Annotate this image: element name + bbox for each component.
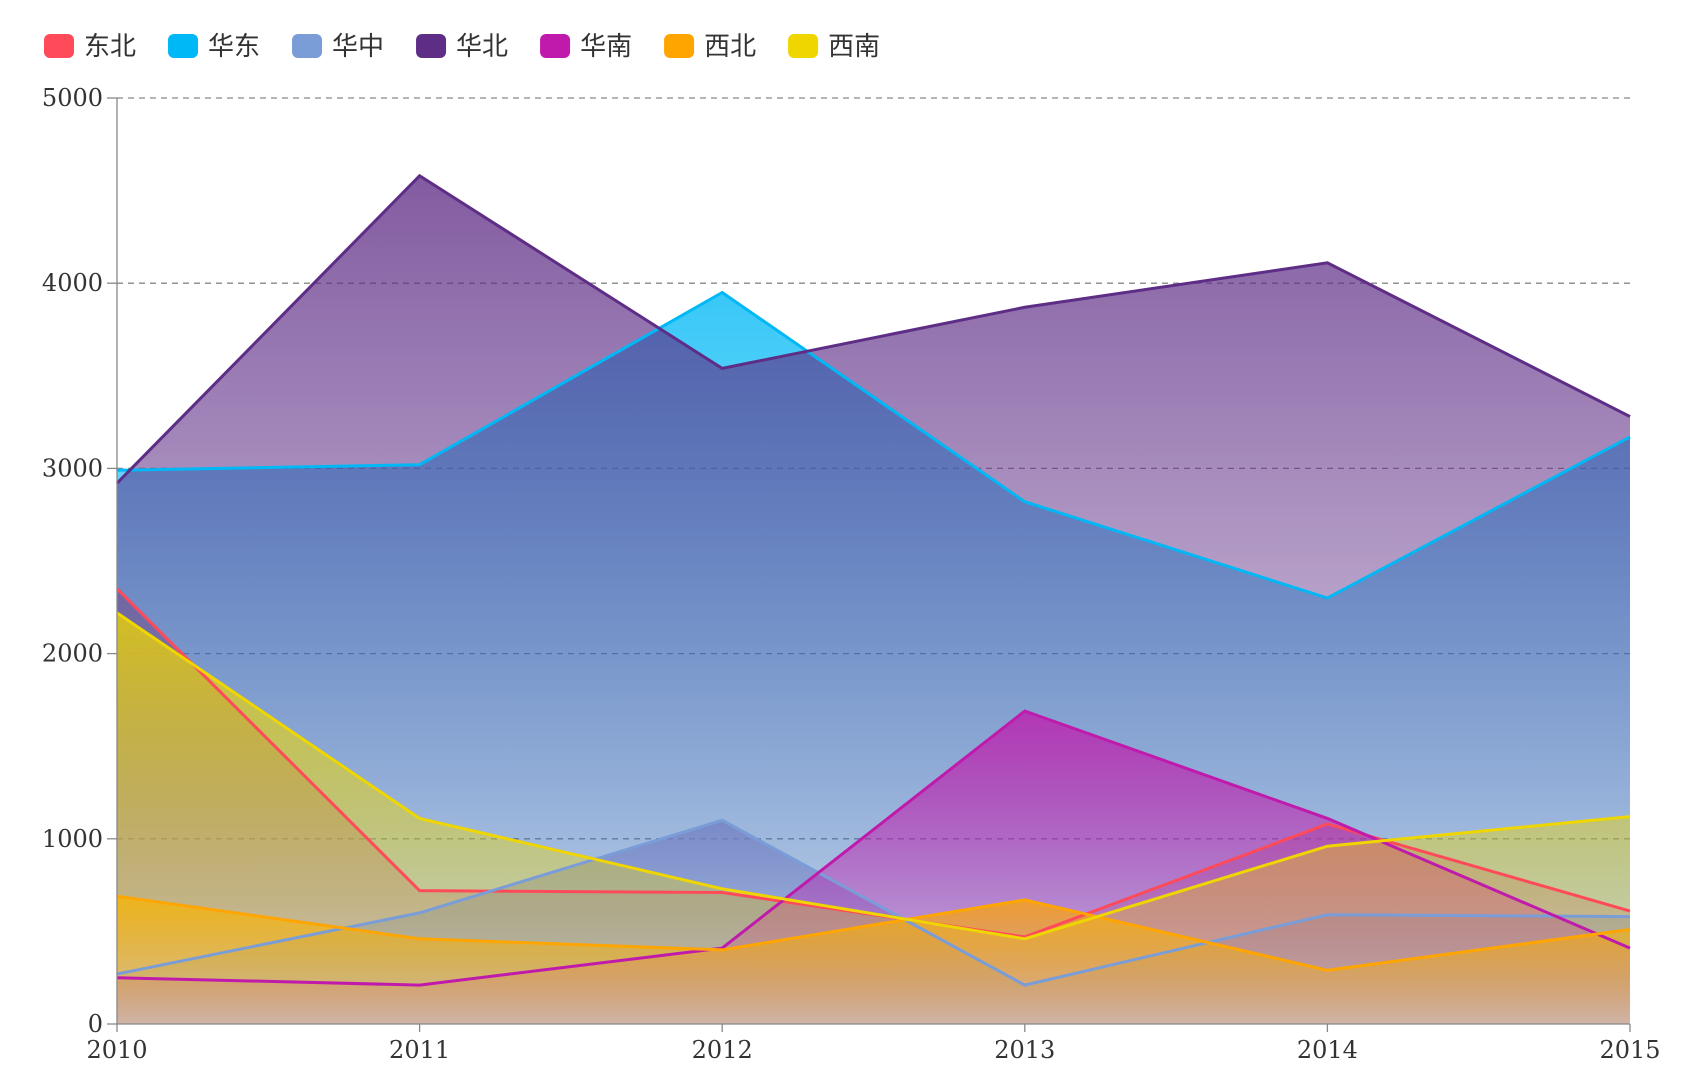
y-tick-label: 1000 [42, 825, 103, 853]
series-lines [115, 173, 1631, 987]
axes: 0 1000 2000 3000 4000 5000 2010 2011 2012 2013 201… [42, 84, 1661, 1064]
y-tick-label: 2000 [42, 640, 103, 668]
series-area-6 [117, 612, 1630, 1024]
x-tick-label: 2014 [1297, 1036, 1358, 1064]
y-tick-label: 0 [88, 1010, 103, 1038]
legend-label: 西北 [704, 32, 756, 62]
legend-item-6[interactable]: 西南 [788, 32, 880, 62]
legend-swatch [416, 34, 447, 58]
y-tick-label: 5000 [42, 84, 103, 112]
legend-label: 西南 [828, 32, 880, 62]
legend-item-4[interactable]: 华南 [540, 32, 632, 62]
legend-label: 华北 [456, 32, 508, 62]
x-tick-label: 2015 [1599, 1036, 1660, 1064]
legend-item-0[interactable]: 东北 [44, 32, 136, 62]
x-tick-label: 2010 [86, 1036, 147, 1064]
legend-swatch [788, 34, 819, 58]
legend[interactable]: 东北 华东 华中 华北 华南 西北 西南 [44, 32, 880, 62]
series-areas [117, 175, 1630, 1025]
series-line-3[interactable] [115, 173, 1631, 485]
legend-swatch [540, 34, 571, 58]
legend-swatch [664, 34, 695, 58]
legend-item-5[interactable]: 西北 [664, 32, 756, 62]
legend-swatch [44, 34, 74, 58]
series-line-5[interactable] [116, 894, 1631, 972]
x-tick-label: 2011 [389, 1036, 450, 1064]
legend-label: 华南 [580, 32, 632, 62]
legend-label: 华中 [332, 32, 384, 62]
x-tick-label: 2013 [994, 1036, 1055, 1064]
legend-label: 华东 [208, 32, 260, 62]
y-tick-label: 4000 [42, 269, 103, 297]
y-tick-label: 3000 [42, 454, 103, 482]
legend-item-3[interactable]: 华北 [416, 32, 508, 62]
series-line-1[interactable] [116, 290, 1631, 600]
x-tick-label: 2012 [692, 1036, 753, 1064]
legend-item-1[interactable]: 华东 [168, 32, 260, 62]
legend-item-2[interactable]: 华中 [292, 32, 384, 62]
legend-swatch [292, 34, 323, 58]
legend-swatch [168, 34, 199, 58]
series-line-6[interactable] [116, 611, 1631, 941]
legend-label: 东北 [84, 32, 136, 62]
series-line-2[interactable] [116, 818, 1631, 987]
